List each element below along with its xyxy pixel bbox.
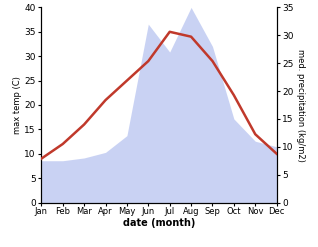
Y-axis label: max temp (C): max temp (C) — [12, 76, 22, 134]
Y-axis label: med. precipitation (kg/m2): med. precipitation (kg/m2) — [296, 49, 306, 161]
X-axis label: date (month): date (month) — [123, 219, 195, 228]
